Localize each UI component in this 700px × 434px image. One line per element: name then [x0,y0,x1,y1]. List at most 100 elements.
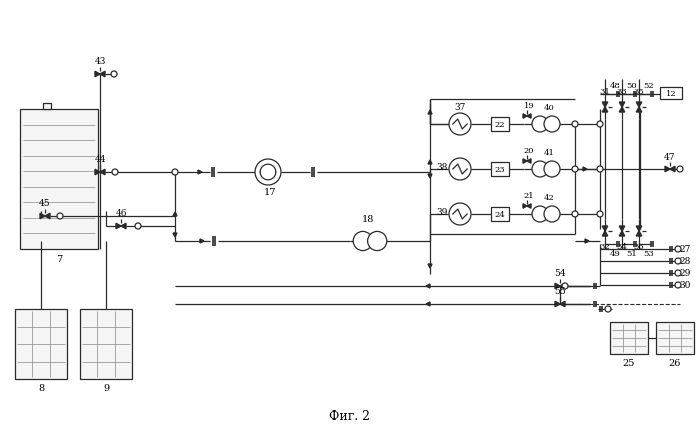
Text: 51: 51 [626,250,638,257]
Text: 40: 40 [544,104,554,112]
Text: 49: 49 [610,250,620,257]
Bar [491,118,509,132]
Polygon shape [100,170,105,175]
Circle shape [354,232,372,251]
Polygon shape [636,103,642,108]
Polygon shape [523,115,527,119]
Circle shape [449,114,471,136]
Text: 32: 32 [600,243,610,250]
Polygon shape [95,72,100,78]
Circle shape [532,117,548,133]
Text: 19: 19 [524,102,534,110]
Bar [80,309,132,379]
Text: 26: 26 [668,358,681,368]
Bar [491,163,509,177]
Text: 46: 46 [116,209,127,218]
Circle shape [544,207,560,223]
Polygon shape [426,284,430,288]
Polygon shape [173,213,177,217]
Circle shape [605,306,611,312]
Circle shape [532,207,548,223]
Text: 18: 18 [362,215,375,224]
Bar [610,322,648,354]
Text: 42: 42 [544,194,554,201]
Polygon shape [602,231,608,237]
Text: 54: 54 [554,269,566,278]
Bar [43,104,51,110]
Polygon shape [555,302,560,307]
Text: 27: 27 [679,245,691,254]
Polygon shape [198,171,202,174]
Polygon shape [428,264,432,268]
Polygon shape [121,224,126,229]
Circle shape [597,167,603,173]
Circle shape [135,224,141,230]
Bar [491,207,509,221]
Polygon shape [620,108,624,113]
Polygon shape [523,159,527,164]
Polygon shape [636,108,642,113]
Polygon shape [173,233,177,237]
Text: 20: 20 [524,147,534,155]
Text: 38: 38 [436,163,448,172]
Polygon shape [428,174,432,178]
Polygon shape [45,214,50,219]
Text: 41: 41 [544,149,554,157]
Circle shape [572,211,578,217]
Polygon shape [527,204,531,209]
Circle shape [675,283,681,288]
Text: 28: 28 [679,257,691,266]
Polygon shape [426,302,430,306]
Circle shape [532,161,548,178]
Text: 22: 22 [495,121,505,129]
Text: 47: 47 [664,152,676,161]
Polygon shape [527,159,531,164]
Circle shape [675,258,681,264]
Polygon shape [428,161,432,164]
Circle shape [675,247,681,253]
Circle shape [597,122,603,128]
Polygon shape [620,227,624,231]
Circle shape [675,270,681,276]
Circle shape [544,117,560,133]
Polygon shape [555,283,560,289]
Text: 33: 33 [617,88,627,96]
Polygon shape [523,204,527,209]
Circle shape [57,214,63,220]
Text: 50: 50 [626,82,637,90]
Polygon shape [116,224,121,229]
Text: 24: 24 [495,210,505,218]
Polygon shape [428,111,432,115]
Bar [656,322,694,354]
Circle shape [368,232,387,251]
Text: 39: 39 [436,208,448,217]
Bar [20,110,98,250]
Text: 7: 7 [56,254,62,263]
Text: 30: 30 [679,281,691,290]
Circle shape [572,167,578,173]
Text: 44: 44 [94,155,106,164]
Polygon shape [620,231,624,237]
Polygon shape [602,108,608,113]
Circle shape [112,170,118,176]
Polygon shape [560,283,565,289]
Text: 9: 9 [103,384,109,393]
Polygon shape [636,227,642,231]
Text: 12: 12 [666,90,676,98]
Text: 35: 35 [634,88,645,96]
Text: 31: 31 [600,88,610,96]
Text: 25: 25 [623,358,635,368]
Text: 45: 45 [39,199,51,208]
Bar [660,88,682,100]
Text: 34: 34 [617,243,627,250]
Text: Фиг. 2: Фиг. 2 [330,410,370,423]
Text: 29: 29 [679,269,691,278]
Circle shape [562,283,568,289]
Circle shape [172,170,178,176]
Text: 52: 52 [644,82,654,90]
Circle shape [449,204,471,226]
Polygon shape [95,170,100,175]
Text: 53: 53 [643,250,655,257]
Text: 37: 37 [454,102,466,111]
Polygon shape [585,240,589,243]
